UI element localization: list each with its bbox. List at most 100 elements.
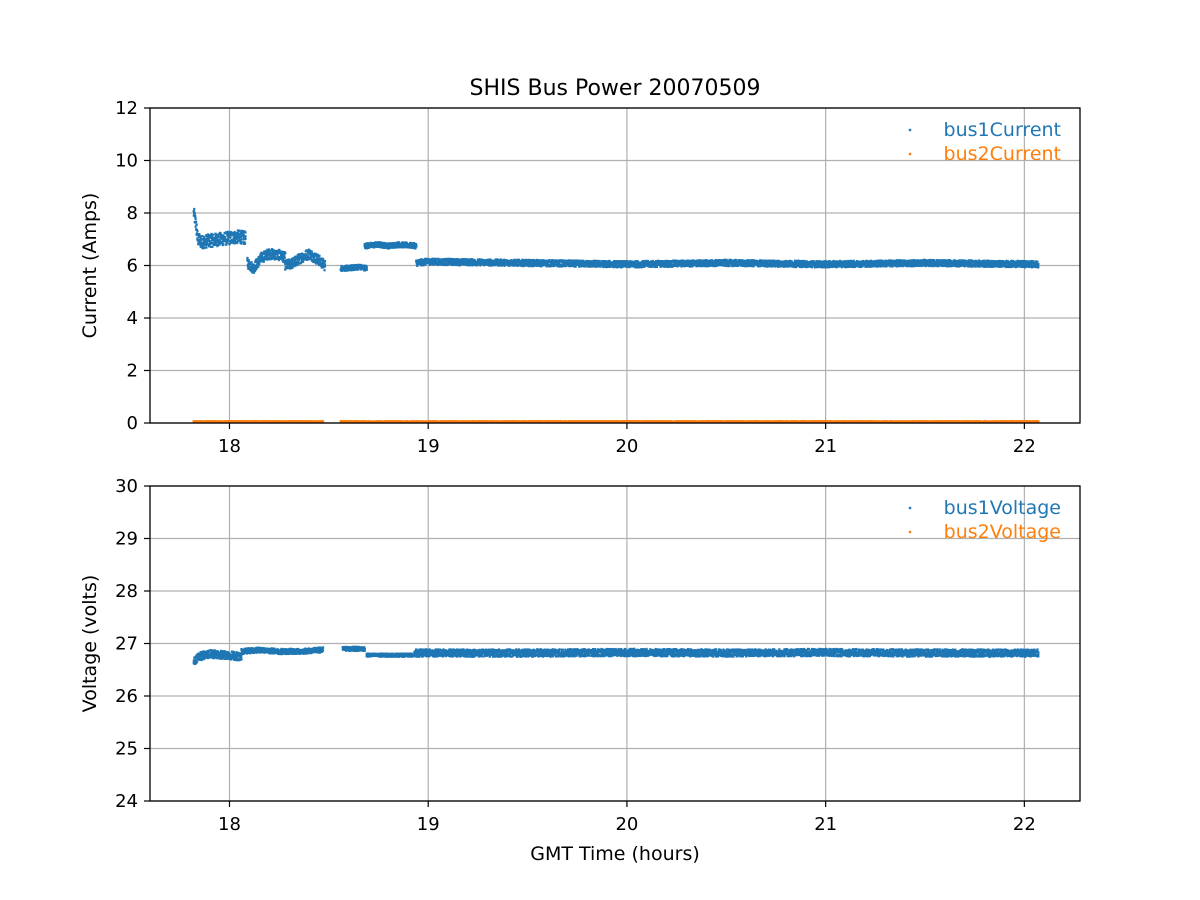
bus1Current-point: [214, 232, 217, 235]
bus1Current-point: [323, 269, 326, 272]
bus1Current-point: [209, 242, 212, 246]
bus1Current-point: [193, 211, 196, 214]
bus1Current-point: [207, 243, 210, 247]
bus1Current-point: [304, 256, 307, 259]
bus1Current-point: [251, 271, 254, 274]
bus1Current-point: [223, 236, 227, 239]
bus1Current-point: [250, 261, 253, 264]
bus1Current-point: [194, 225, 197, 228]
bus1Current-point: [299, 253, 302, 256]
bus1Current-segment-5: [363, 241, 418, 250]
bus1Current-point: [243, 241, 246, 244]
bus1Current-point: [284, 251, 287, 255]
bus1Current-point: [211, 242, 214, 245]
bus1Current-point: [317, 261, 320, 264]
bus1Current-point: [204, 244, 208, 247]
bus1Current-point: [221, 243, 224, 247]
bus1Current-point: [219, 231, 222, 235]
bus1Current-point: [215, 234, 218, 237]
bus1Current-point: [655, 265, 659, 269]
bus1Current-point: [196, 237, 199, 240]
bus1Current-point: [242, 232, 245, 235]
bus1Current-point: [255, 268, 258, 271]
bus1Current-point: [308, 253, 311, 256]
bus1Current-point: [262, 260, 265, 263]
bus1Current-point: [260, 255, 264, 258]
bus1Current-point: [323, 260, 327, 263]
bus1Current-point: [220, 233, 223, 237]
bus1Current-point: [291, 260, 294, 263]
bus1Current-point: [288, 258, 291, 261]
bus1Current-point: [216, 237, 219, 240]
bus1Current-point: [282, 252, 285, 255]
bus1Current-point: [273, 258, 276, 261]
bus1Current-point: [237, 239, 240, 242]
bus1Current-point: [236, 236, 239, 240]
bus1Current-point: [233, 239, 237, 242]
bus1Current-segment-2: [246, 248, 287, 274]
bus1Current-point: [266, 253, 270, 257]
bus1Current-point: [213, 236, 216, 239]
bus1Current-point: [195, 232, 199, 235]
bus1Current-point: [209, 245, 213, 249]
bus1Current-point: [293, 265, 296, 268]
bus1Current-point: [318, 254, 321, 257]
bus1Current-point: [291, 258, 295, 262]
bus1Current-point: [365, 268, 368, 272]
bus1Current-point: [207, 238, 210, 241]
bus1Current-point: [221, 235, 224, 238]
bus1Current-point: [276, 256, 280, 259]
bus1Current-point: [242, 241, 245, 244]
bus1Current-point: [316, 253, 319, 256]
bus1Current-point: [267, 258, 270, 261]
bus1Current-point: [319, 259, 322, 262]
bus1Current-point: [221, 242, 224, 245]
bus1Current-point: [266, 248, 269, 251]
bus1Current-point: [261, 256, 264, 259]
bus1Current-point: [263, 250, 266, 253]
bus1Current-point: [828, 259, 831, 263]
bus1Current-point: [297, 258, 301, 262]
bus1Current-point: [351, 268, 354, 271]
bus1Current-point: [194, 217, 197, 220]
bus1Current-point: [192, 210, 195, 213]
bus1Current-point: [313, 252, 316, 255]
bus1Current-point: [293, 263, 296, 267]
bus1Current-point: [218, 238, 221, 241]
bus1Current-point: [356, 268, 360, 271]
bus1Current-point: [199, 245, 203, 248]
bus1Current-segment-4: [339, 263, 368, 272]
bus1Current-point: [252, 271, 255, 274]
bus1Current-point: [318, 257, 322, 260]
bus1Current-point: [269, 249, 272, 252]
figure-title: SHIS Bus Power 20070509: [470, 76, 761, 101]
bus1Current-point: [211, 245, 214, 248]
bus1Current-point: [290, 263, 293, 267]
bus1Current-point: [205, 234, 208, 237]
bus1Current-point: [262, 252, 265, 255]
bus1Current-point: [301, 256, 305, 259]
bus1Current-point: [209, 240, 212, 243]
bus1Current-point: [218, 233, 221, 236]
bus1Current-point: [210, 232, 213, 236]
bus1Current-point: [268, 256, 271, 260]
bus1Current-point: [280, 250, 284, 253]
bus1Current-point: [202, 244, 205, 247]
bus1Current-point: [209, 236, 213, 239]
bus1Current-point: [204, 242, 207, 246]
bus1Current-point: [241, 230, 244, 233]
bus1Current-point: [201, 245, 204, 248]
bus1Current-point: [199, 242, 202, 245]
bus1Current-point: [217, 243, 220, 246]
bus1Current-point: [306, 255, 310, 258]
bus1Current-point: [193, 207, 196, 211]
bus1Current-point: [284, 268, 287, 271]
bus1Current-point: [300, 256, 303, 259]
bus1Current-point: [254, 264, 257, 267]
bus1Current-point: [272, 256, 275, 259]
bus1Current-point: [226, 230, 229, 233]
bus1Current-point: [278, 248, 281, 251]
bus1Current-point: [203, 246, 206, 249]
bus1Current-point: [320, 262, 323, 265]
bus1Current-point: [282, 260, 285, 264]
